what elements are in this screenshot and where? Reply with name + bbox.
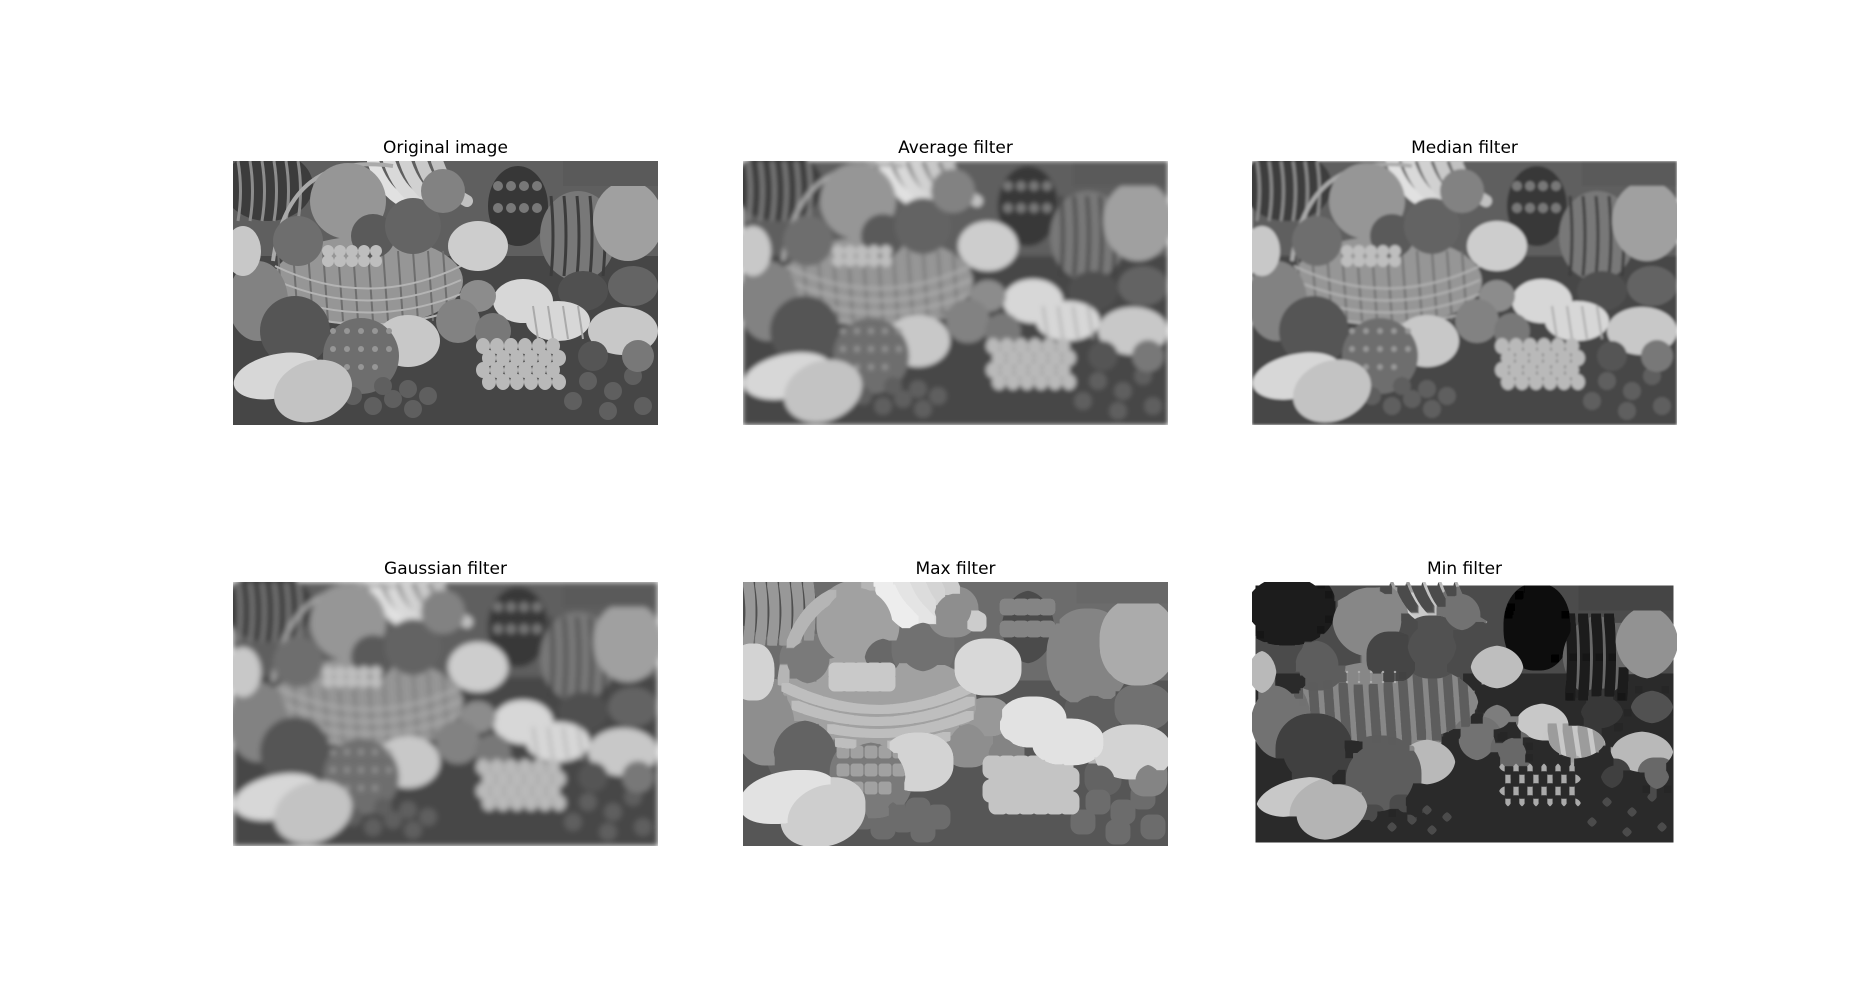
scene	[1252, 582, 1677, 846]
fruit-image-min	[1252, 582, 1677, 846]
fruit-image-max	[743, 582, 1168, 846]
panel-title: Max filter	[915, 559, 996, 579]
panel-title: Median filter	[1411, 138, 1518, 158]
scene	[743, 161, 1168, 425]
fruit-image	[233, 161, 658, 425]
scene	[233, 582, 658, 846]
panel-gaussian-filter: Gaussian filter	[233, 559, 658, 846]
panel-min-filter: Min filter	[1252, 559, 1677, 846]
panel-median-filter: Median filter	[1252, 138, 1677, 425]
panel-average-filter: Average filter	[743, 138, 1168, 425]
panel-max-filter: Max filter	[743, 559, 1168, 846]
fruit-image-median	[1252, 161, 1677, 425]
panel-title: Original image	[383, 138, 508, 158]
panel-title: Min filter	[1426, 559, 1503, 579]
panel-original-image: Original image	[233, 138, 658, 425]
panel-title: Average filter	[898, 138, 1013, 158]
scene	[743, 582, 1168, 846]
scene	[233, 161, 658, 425]
fruit-image-gaussian	[233, 582, 658, 846]
scene	[1252, 161, 1677, 425]
fruit-image-average	[743, 161, 1168, 425]
panel-title: Gaussian filter	[384, 559, 507, 579]
